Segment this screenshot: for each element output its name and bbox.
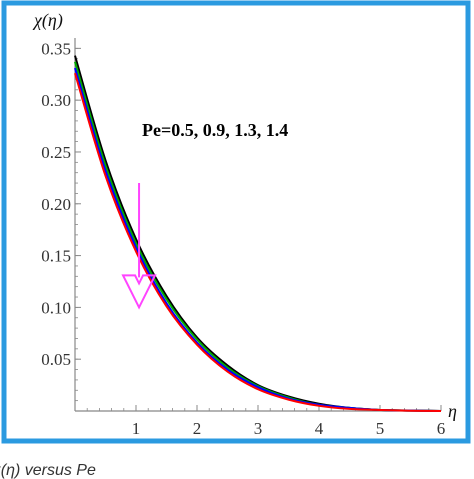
x-tick-label: 4	[315, 419, 324, 438]
x-tick-label: 2	[193, 419, 202, 438]
pe-arrow	[121, 183, 157, 310]
x-tick-label: 1	[132, 419, 141, 438]
ticks: 0.05 0.10 0.15 0.20 0.25 0.30 0.35 1 2 3 4 5 6	[41, 39, 445, 438]
data-curves	[74, 55, 442, 412]
y-tick-label: 0.30	[41, 91, 71, 110]
figure-frame	[1, 0, 471, 444]
y-tick-label: 0.15	[41, 247, 71, 266]
arrow-head	[121, 274, 157, 310]
y-tick-label: 0.35	[41, 39, 71, 58]
y-tick-label: 0.05	[41, 350, 71, 369]
series-line-3	[74, 72, 442, 412]
y-tick-label: 0.10	[41, 298, 71, 317]
x-tick-label: 5	[376, 419, 385, 438]
figure-caption: χ(η) versus Pe	[0, 462, 96, 479]
x-axis-label: η	[448, 401, 457, 421]
y-tick-label: 0.25	[41, 143, 71, 162]
y-axis-label: χ(η)	[32, 10, 63, 31]
y-tick-label: 0.20	[41, 195, 71, 214]
pe-annotation: Pe=0.5, 0.9, 1.3, 1.4	[142, 120, 288, 140]
x-tick-label: 6	[437, 419, 446, 438]
x-tick-label: 3	[254, 419, 263, 438]
